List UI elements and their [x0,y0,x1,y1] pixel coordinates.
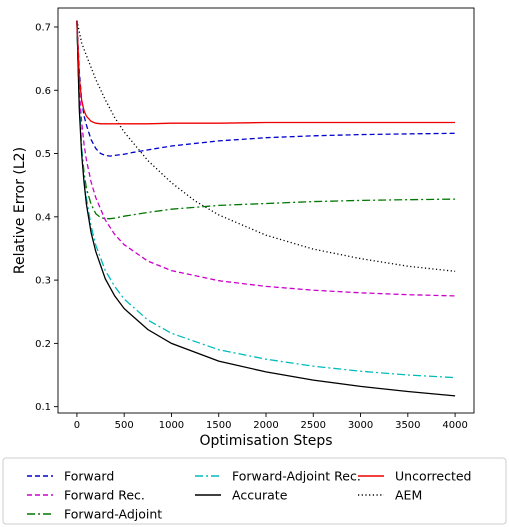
series-line-forward-rec- [76,20,456,297]
x-tick-label: 2500 [301,420,326,431]
y-tick-label: 0.2 [35,339,51,350]
y-tick-label: 0.6 [35,86,51,97]
y-tick-label: 0.3 [35,276,51,287]
x-tick-label: 0 [74,420,80,431]
legend-label-accurate: Accurate [232,488,288,503]
y-axis: 0.1 0.2 0.3 0.4 0.5 0.6 0.7 [35,22,58,413]
x-tick-label: 3000 [348,420,373,431]
series-line-forward-adjoint-rec- [76,20,456,379]
series-line-accurate [76,20,456,397]
x-tick-label: 4000 [442,420,467,431]
legend-label-aem: AEM [395,488,422,503]
y-tick-label: 0.4 [35,212,51,223]
x-tick-label: 3500 [395,420,420,431]
y-tick-label: 0.7 [35,22,51,33]
x-tick-label: 500 [115,420,134,431]
series-lines [76,20,456,397]
series-line-uncorrected [76,20,456,125]
y-tick-label: 0.1 [35,402,51,413]
legend: Forward Forward Rec. Forward-Adjoint Forwar… [2,457,507,525]
legend-label-forward-adjoint: Forward-Adjoint [64,507,162,522]
x-tick-label: 1000 [159,420,184,431]
series-line-aem [76,20,456,272]
legend-box [2,457,507,525]
legend-label-forward: Forward [64,469,114,484]
x-tick-label: 1500 [206,420,231,431]
legend-label-forward-rec-: Forward Rec. [64,488,145,503]
plot-frame [57,7,475,414]
legend-label-uncorrected: Uncorrected [395,469,471,484]
plot-area [57,7,475,414]
series-line-forward [76,20,456,157]
x-axis: 0 500 1000 1500 2000 2500 3000 3500 4000 [74,413,468,431]
x-tick-label: 2000 [253,420,278,431]
legend-label-forward-adjoint-rec-: Forward-Adjoint Rec. [232,469,361,484]
x-axis-label: Optimisation Steps [199,433,332,449]
y-axis-label: Relative Error (L2) [12,147,28,274]
series-line-forward-adjoint [76,20,456,220]
y-tick-label: 0.5 [35,149,51,160]
